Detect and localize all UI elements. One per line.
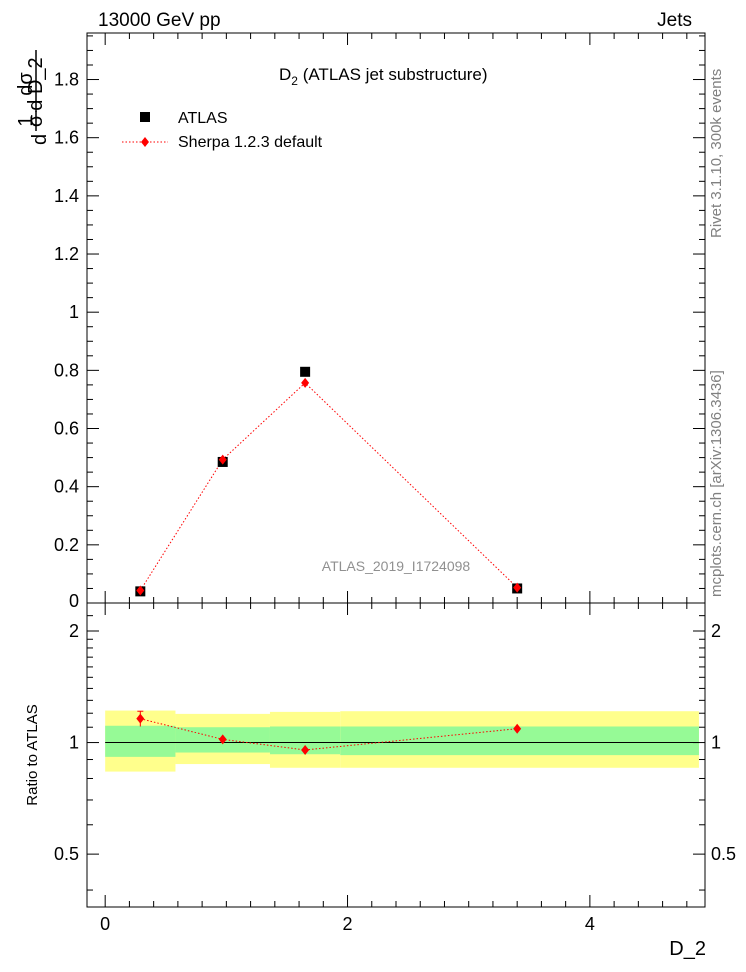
y-tick-label: 0.2 [54,535,79,555]
ylabel-dsigma: dσ [15,72,37,96]
ratio-ylabel: Ratio to ATLAS [24,704,41,805]
y-tick-label-zero: 0 [69,591,79,611]
main-axis-ticks: 0.2 0.4 0.6 0.8 1 1.2 1.4 1.6 1.8 0 [54,33,705,611]
header-right: Jets [657,10,692,31]
y-tick-label: 1.4 [54,186,79,206]
x-tick-label: 4 [585,914,595,934]
sherpa-point [136,585,145,596]
ylabel-sigma: σ [25,114,47,127]
ratio-frame [86,602,706,908]
sherpa-point [513,582,522,593]
ratio-band-inner [105,725,176,757]
ratio-bands [105,710,699,772]
ratio-point [136,713,145,724]
ratio-sherpa-line [140,718,518,751]
ratio-y-tick-label-right: 2 [711,621,721,641]
legend-sherpa-label: Sherpa 1.2.3 default [178,134,323,151]
sherpa-line [139,382,518,591]
ratio-y-tick-label: 2 [69,621,79,641]
ratio-axis-ticks: 0.5 0.5 1 1 2 2 0 2 4 [54,603,736,934]
y-tick-label: 1.2 [54,244,79,264]
ylabel-one: 1 [15,115,37,126]
ratio-y-tick-label-right: 1 [711,733,721,753]
y-tick-label: 1.8 [54,70,79,90]
sherpa-point [218,454,227,465]
x-tick-label: 2 [343,914,353,934]
ylabel-dd2: d D_2 [25,57,47,110]
ratio-panel: 0.5 0.5 1 1 2 2 0 2 4 Ratio to ATLAS D_2 [24,602,736,960]
ratio-y-tick-label: 1 [69,733,79,753]
y-tick-label: 0.6 [54,419,79,439]
rivet-label: Rivet 3.1.10, 300k events [708,69,725,238]
y-tick-label: 0.4 [54,477,79,497]
y-tick-label: 1.6 [54,128,79,148]
ratio-y-tick-label-right: 0.5 [711,844,736,864]
main-title: D2 (ATLAS jet substructure) [279,65,488,88]
watermark: ATLAS_2019_I1724098 [322,558,471,574]
legend-sherpa-marker [141,137,149,147]
ratio-y-tick-label: 0.5 [54,844,79,864]
main-ylabel: d 1 σ dσ d D_2 [15,50,51,145]
main-data-points [135,366,523,597]
sherpa-point [301,377,310,388]
ylabel-d: d [29,134,51,145]
legend-atlas-marker [140,112,150,122]
x-tick-label: 0 [100,914,110,934]
ratio-point [301,744,310,755]
header-left: 13000 GeV pp [98,10,221,31]
atlas-point [300,366,311,377]
xlabel: D_2 [669,938,706,960]
y-tick-label: 0.8 [54,360,79,380]
y-tick-label: 1 [69,302,79,322]
ratio-band-inner [340,726,699,756]
ratio-data-points [136,710,522,755]
ratio-point [218,734,227,745]
ratio-point [513,723,522,734]
legend: ATLAS Sherpa 1.2.3 default [122,110,323,151]
legend-atlas-label: ATLAS [178,110,228,127]
mcplots-label: mcplots.cern.ch [arXiv:1306.3436] [708,370,725,597]
main-panel: D2 (ATLAS jet substructure) d 1 σ dσ d D… [15,32,706,611]
